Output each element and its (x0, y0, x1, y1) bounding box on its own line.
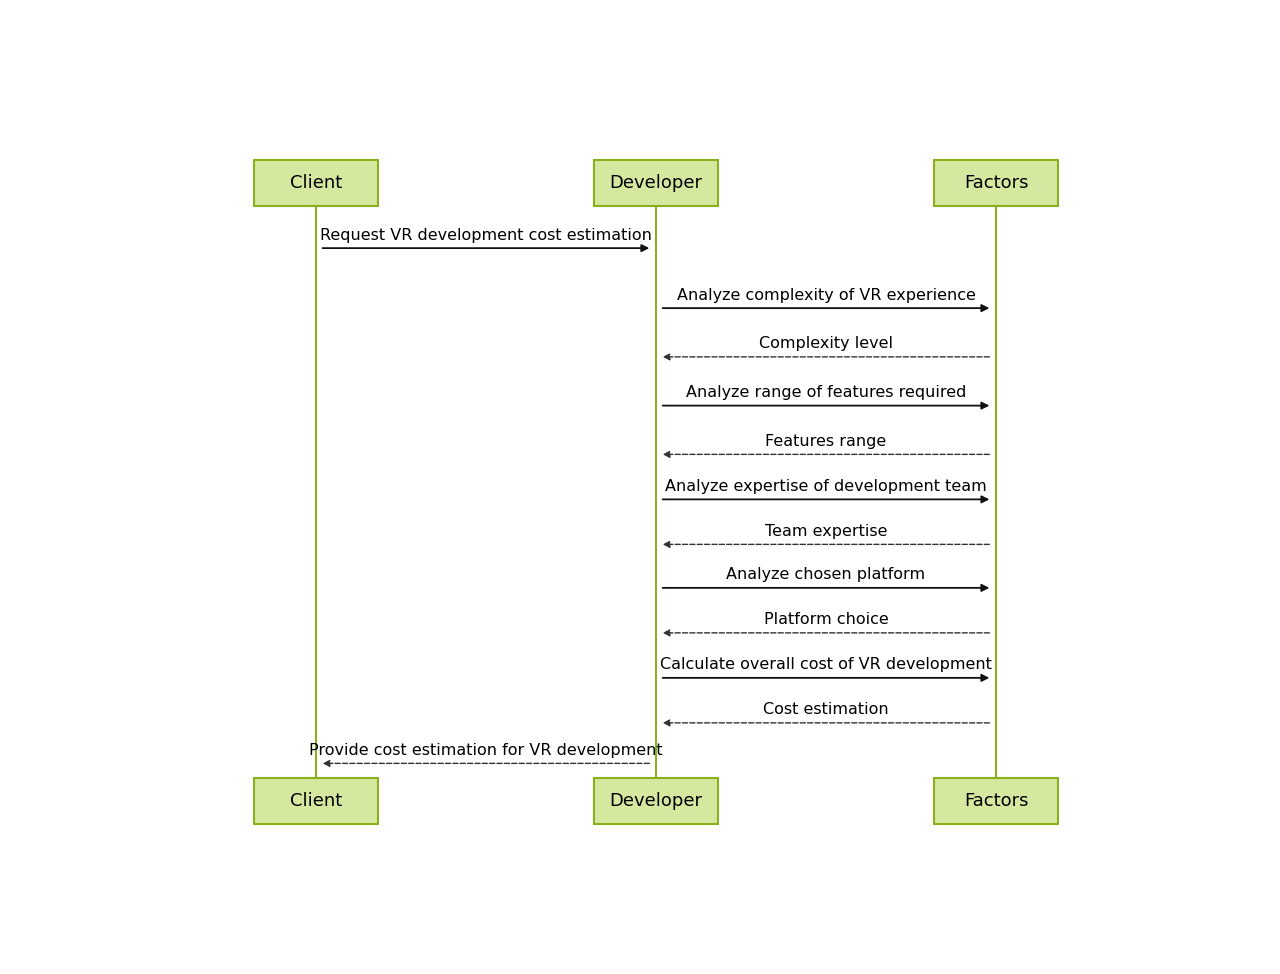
Text: Factors: Factors (964, 792, 1028, 809)
Text: Team expertise: Team expertise (764, 524, 887, 539)
Text: Analyze range of features required: Analyze range of features required (686, 386, 966, 400)
Bar (934, 160, 1057, 206)
Text: Analyze chosen platform: Analyze chosen platform (727, 568, 925, 582)
Text: Developer: Developer (609, 174, 703, 192)
Text: Request VR development cost estimation: Request VR development cost estimation (320, 228, 652, 243)
Bar (934, 778, 1057, 824)
Text: Provide cost estimation for VR development: Provide cost estimation for VR developme… (310, 743, 663, 758)
Text: Platform choice: Platform choice (764, 613, 888, 627)
Text: Cost estimation: Cost estimation (763, 702, 888, 718)
Bar (594, 160, 718, 206)
Text: Features range: Features range (765, 434, 887, 449)
Bar (255, 778, 378, 824)
Text: Factors: Factors (964, 174, 1028, 192)
Bar (255, 160, 378, 206)
Bar (594, 778, 718, 824)
Text: Client: Client (289, 174, 342, 192)
Text: Analyze expertise of development team: Analyze expertise of development team (666, 479, 987, 494)
Text: Developer: Developer (609, 792, 703, 809)
Text: Client: Client (289, 792, 342, 809)
Text: Complexity level: Complexity level (759, 336, 893, 352)
Text: Calculate overall cost of VR development: Calculate overall cost of VR development (660, 657, 992, 672)
Text: Analyze complexity of VR experience: Analyze complexity of VR experience (677, 287, 975, 303)
